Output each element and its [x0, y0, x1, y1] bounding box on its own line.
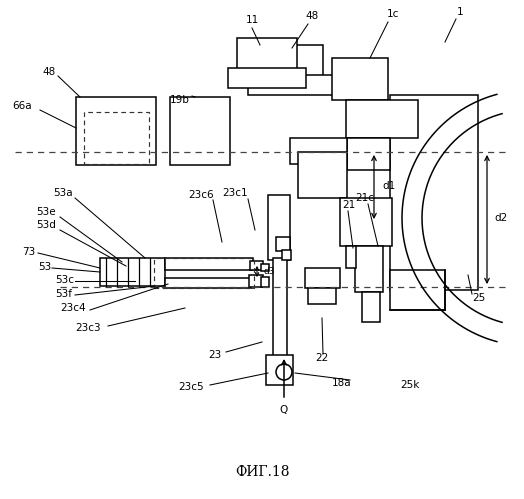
Bar — [282, 250, 291, 260]
Text: 53c: 53c — [55, 275, 74, 285]
Text: 25: 25 — [472, 293, 485, 303]
Text: 23: 23 — [208, 350, 221, 360]
Bar — [237, 38, 297, 78]
Text: 22: 22 — [315, 353, 328, 363]
Text: 25k: 25k — [400, 380, 419, 390]
Text: ФИГ.18: ФИГ.18 — [235, 465, 289, 479]
Bar — [276, 237, 290, 251]
Text: 23c5: 23c5 — [178, 382, 204, 392]
Bar — [248, 75, 343, 95]
Bar — [261, 264, 269, 271]
Bar — [273, 258, 287, 376]
Text: 48: 48 — [42, 67, 55, 77]
Bar — [170, 97, 230, 165]
Text: 23c3: 23c3 — [75, 323, 101, 333]
Bar — [250, 261, 263, 270]
Bar — [100, 258, 165, 286]
Text: 21: 21 — [342, 200, 355, 210]
Bar — [298, 152, 347, 198]
Text: 18a: 18a — [332, 378, 352, 388]
Bar — [249, 275, 263, 287]
Text: Q: Q — [280, 405, 288, 415]
Text: d3: d3 — [264, 266, 276, 275]
Text: 53: 53 — [38, 262, 51, 272]
Bar — [340, 198, 392, 246]
Bar — [290, 138, 347, 164]
Text: 11: 11 — [245, 15, 259, 25]
Bar — [305, 268, 340, 288]
Bar — [346, 100, 418, 138]
Text: 23c1: 23c1 — [222, 188, 248, 198]
Text: 1: 1 — [457, 7, 463, 17]
Bar — [84, 112, 149, 164]
Text: 1c: 1c — [387, 9, 399, 19]
Bar — [355, 246, 383, 292]
Bar — [228, 68, 306, 88]
Text: 66a: 66a — [12, 101, 31, 111]
Text: d2: d2 — [494, 213, 507, 223]
Bar — [362, 292, 380, 322]
Text: 21c: 21c — [355, 193, 374, 203]
Bar — [332, 58, 388, 100]
Bar — [268, 195, 290, 260]
Bar — [346, 246, 356, 268]
Text: 73: 73 — [22, 247, 35, 257]
Bar — [390, 95, 478, 290]
Bar — [165, 278, 253, 288]
Text: 53d: 53d — [36, 220, 56, 230]
Text: 19b: 19b — [170, 95, 190, 105]
Bar — [76, 97, 156, 165]
Bar — [165, 258, 253, 270]
Bar — [308, 288, 336, 304]
Text: 23c6: 23c6 — [188, 190, 214, 200]
Text: 53a: 53a — [53, 188, 73, 198]
Bar — [268, 45, 323, 80]
Text: 53f: 53f — [55, 289, 72, 299]
Bar — [261, 277, 269, 287]
Text: 53e: 53e — [36, 207, 56, 217]
Text: 48: 48 — [305, 11, 319, 21]
Text: d1: d1 — [382, 181, 395, 191]
Bar — [390, 270, 445, 310]
Text: 23c4: 23c4 — [60, 303, 85, 313]
Bar — [347, 138, 390, 170]
Bar — [154, 258, 254, 288]
Bar — [266, 355, 293, 385]
